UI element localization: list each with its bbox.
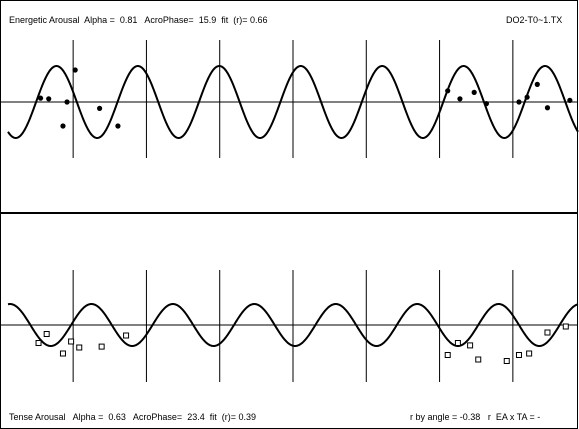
top-data-point [46,96,52,102]
top-fit-label: fit (r)= [221,15,248,25]
top-fit-curve [7,65,579,139]
top-data-point [64,99,70,105]
bottom-fit-curve [7,303,579,347]
top-panel [0,40,579,158]
bottom-angle-value: -0.38 [459,412,481,422]
top-data-point [115,123,121,129]
bottom-data-point [467,342,474,349]
bottom-data-point [544,329,551,336]
top-data-point [516,99,522,105]
top-panel-title: Energetic Arousal [9,15,80,25]
top-data-point [524,94,530,100]
bottom-data-point [35,340,42,346]
bottom-acrophase-value: 23.4 [187,412,205,422]
bottom-angle-block: r by angle = -0.38 r EA x TA = - [410,412,540,423]
top-data-point [483,101,489,107]
top-alpha-label: Alpha = [84,15,115,25]
top-data-point [60,123,66,129]
bottom-acrophase-label: AcroPhase= [132,412,183,422]
bottom-data-point [76,344,83,351]
top-fit-value: 0.66 [250,15,268,25]
bottom-data-point [98,343,105,350]
bottom-alpha-value: 0.63 [108,412,126,422]
bottom-alpha-label: Alpha = [72,412,104,422]
bottom-data-point [454,340,461,346]
bottom-data-point [444,352,451,358]
bottom-angle-label: r by angle = [410,412,458,422]
bottom-fit-label: fit (r)= [209,412,236,422]
top-data-point [567,97,573,103]
bottom-data-point [68,338,75,345]
bottom-data-point [562,323,569,330]
bottom-data-point [515,352,522,358]
bottom-panel-header: Tense Arousal Alpha = 0.63 AcroPhase= 23… [9,412,256,423]
top-file-label: DO2-T0~1.TX [506,15,563,25]
top-acrophase-label: AcroPhase= [144,15,194,25]
bottom-data-point [503,358,510,364]
top-acrophase-value: 15.9 [198,15,217,25]
top-data-point [72,67,78,73]
bottom-data-point [43,331,50,337]
bottom-panel [0,270,579,382]
top-data-point [97,105,103,111]
bottom-data-point [59,350,66,357]
bottom-data-point [475,356,482,363]
bottom-data-point [526,350,533,357]
top-panel-header: Energetic Arousal Alpha = 0.81 AcroPhase… [9,15,268,26]
top-data-point [37,95,44,101]
top-data-point [445,88,451,94]
top-data-point [471,89,477,95]
bottom-ea-ta-label: r EA x TA = - [487,412,541,422]
top-alpha-value: 0.81 [119,15,138,25]
bottom-panel-title: Tense Arousal [9,412,66,422]
top-data-point [534,81,540,87]
top-data-point [544,105,551,111]
top-data-point [457,96,463,102]
bottom-data-point [123,332,130,339]
bottom-fit-value: 0.39 [238,412,257,422]
